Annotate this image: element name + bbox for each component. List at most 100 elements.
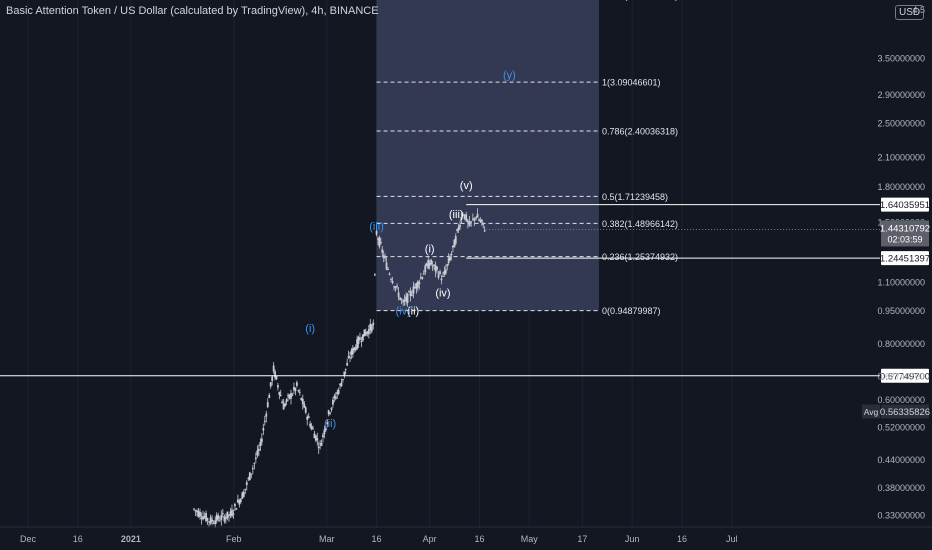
candle-body bbox=[408, 291, 410, 293]
candle-body bbox=[393, 286, 395, 288]
price-tick: 0.80000000 bbox=[877, 339, 925, 349]
candle-body bbox=[277, 385, 279, 388]
candle-body bbox=[374, 274, 376, 276]
fib-level-label: 0.5(1.71239458) bbox=[602, 192, 668, 202]
candle-body bbox=[419, 277, 422, 279]
candle-body bbox=[205, 513, 207, 521]
candle-body bbox=[461, 214, 464, 216]
countdown: 02:03:59 bbox=[887, 234, 922, 244]
price-tick: 0.38000000 bbox=[877, 483, 925, 493]
candle-body bbox=[238, 500, 241, 505]
candle-body bbox=[310, 426, 313, 430]
candle-body bbox=[436, 267, 438, 270]
candle-body bbox=[272, 365, 275, 372]
candle-body bbox=[428, 262, 431, 266]
currency-badge[interactable]: USD bbox=[895, 5, 925, 20]
candle-body bbox=[363, 329, 366, 337]
time-axis[interactable]: Dec 16 2021 Feb Mar 16 Apr 16 May 17 Jun 16 Jul bbox=[0, 526, 932, 544]
candle-body bbox=[241, 492, 244, 499]
candle-body bbox=[354, 347, 357, 351]
candle-body bbox=[329, 412, 331, 414]
fib-level-label: 0(0.94879987) bbox=[602, 306, 661, 316]
candle-body bbox=[300, 397, 303, 401]
candle-body bbox=[463, 214, 466, 219]
candle-body bbox=[434, 265, 437, 272]
candle-body bbox=[397, 292, 400, 298]
candle-body bbox=[265, 413, 268, 417]
candle-body bbox=[377, 238, 379, 240]
candle-body bbox=[245, 482, 248, 485]
avg-label-bg bbox=[881, 404, 929, 419]
candle-body bbox=[206, 518, 209, 521]
candle-body bbox=[235, 508, 238, 510]
candle-body bbox=[452, 245, 454, 248]
price-tick: 0.67749700 bbox=[877, 371, 925, 381]
candle-body bbox=[196, 510, 198, 513]
candle-body bbox=[387, 269, 389, 271]
candle-body bbox=[475, 217, 478, 219]
candle-body bbox=[378, 237, 381, 247]
candle-body bbox=[353, 347, 356, 351]
candle-body bbox=[232, 513, 235, 515]
candle-body bbox=[242, 491, 245, 497]
candle-body bbox=[332, 399, 334, 405]
candle-body bbox=[303, 403, 306, 408]
candle-body bbox=[215, 514, 218, 521]
candle-body bbox=[367, 329, 370, 335]
candle-body bbox=[433, 264, 436, 266]
candle-body bbox=[399, 297, 402, 300]
candle-body bbox=[285, 399, 288, 402]
fib-zone-box bbox=[376, 0, 599, 311]
price-tick: 0.60000000 bbox=[877, 395, 925, 405]
candle-body bbox=[297, 390, 300, 392]
candle-body bbox=[244, 488, 247, 490]
price-tick: 1.10000000 bbox=[877, 277, 925, 287]
candle-body bbox=[388, 273, 391, 275]
candle-body bbox=[447, 257, 450, 263]
candle-body bbox=[449, 256, 451, 261]
candle-body bbox=[470, 221, 473, 223]
time-tick: 16 bbox=[474, 534, 484, 544]
candle-body bbox=[459, 224, 461, 228]
candle-body bbox=[294, 388, 297, 392]
price-tick: 2.90000000 bbox=[877, 90, 925, 100]
candle-body bbox=[263, 420, 266, 422]
avg-tag-bg bbox=[862, 404, 880, 419]
candle-body bbox=[460, 216, 463, 220]
candle-body bbox=[295, 382, 298, 386]
candle-body bbox=[217, 515, 220, 520]
candle-body bbox=[349, 357, 351, 359]
candle-body bbox=[334, 396, 337, 399]
candle-body bbox=[221, 513, 224, 515]
candle-body bbox=[278, 391, 281, 395]
candle-body bbox=[379, 241, 382, 244]
candle-body bbox=[370, 324, 373, 332]
candle-body bbox=[418, 282, 421, 285]
candle-body bbox=[291, 394, 294, 396]
horizontal-lines[interactable]: 1.64035951 1.24451397 0.67749700 bbox=[0, 197, 930, 383]
candle-body bbox=[253, 463, 256, 465]
candle-body bbox=[440, 278, 443, 281]
candle-body bbox=[341, 379, 344, 381]
candle-body bbox=[343, 371, 346, 376]
candle-body bbox=[324, 427, 327, 430]
fib-level-label: 1(3.09046601) bbox=[602, 78, 661, 88]
candle-body bbox=[199, 511, 201, 517]
candle-body bbox=[209, 517, 212, 524]
candle-body bbox=[236, 499, 239, 503]
time-tick: 17 bbox=[577, 534, 587, 544]
candle-body bbox=[266, 402, 269, 408]
candle-body bbox=[262, 427, 265, 431]
candle-body bbox=[364, 332, 367, 336]
price-axis[interactable]: 4.5 3.50000000 2.90000000 2.50000000 2.10000… bbox=[877, 5, 925, 521]
time-tick: Dec bbox=[20, 534, 37, 544]
candle-body bbox=[322, 434, 324, 438]
candle-body bbox=[260, 438, 263, 443]
candle-body bbox=[362, 334, 364, 341]
candle-body bbox=[350, 350, 353, 355]
candle-body bbox=[366, 331, 369, 334]
candle-body bbox=[225, 517, 227, 520]
candle-body bbox=[271, 376, 274, 382]
